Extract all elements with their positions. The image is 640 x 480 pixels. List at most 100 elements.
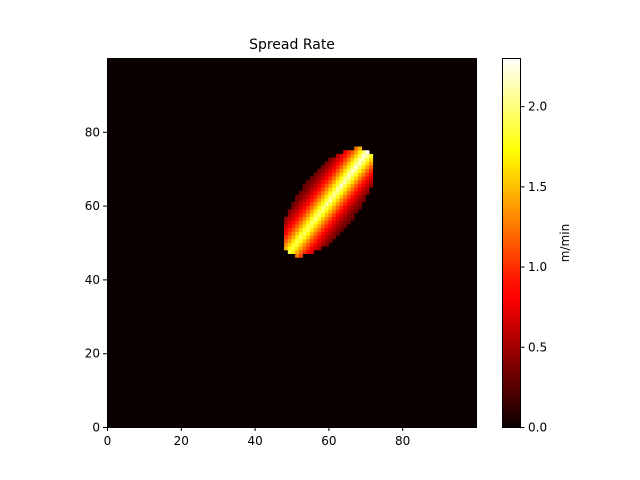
heatmap-cell: [328, 205, 333, 210]
heatmap-cell: [313, 183, 318, 188]
heatmap-cell: [328, 161, 333, 166]
heatmap-cell: [324, 172, 329, 177]
heatmap-cell: [291, 238, 296, 243]
heatmap-cell: [306, 201, 311, 206]
heatmap-cell: [361, 150, 366, 155]
heatmap-cell: [357, 205, 363, 210]
heatmap-cell: [350, 150, 355, 155]
heatmap-cell: [321, 235, 326, 240]
heatmap-cell: [321, 224, 326, 229]
heatmap-cell: [354, 190, 359, 195]
heatmap-cell: [306, 249, 311, 254]
heatmap-cell: [309, 235, 315, 240]
heatmap-cell: [309, 216, 315, 221]
heatmap-cell: [302, 242, 307, 247]
heatmap-cell: [321, 183, 326, 188]
heatmap-cell: [350, 157, 355, 162]
heatmap-cell: [298, 224, 303, 229]
heatmap-cell: [295, 227, 300, 232]
heatmap-cell: [309, 231, 315, 236]
heatmap-cell: [298, 194, 303, 199]
heatmap-cell: [295, 216, 300, 221]
heatmap-cell: [368, 165, 374, 170]
heatmap-cell: [339, 187, 344, 192]
heatmap-cell: [357, 183, 363, 188]
y-tick-label: 80: [85, 125, 100, 139]
heatmap-cell: [291, 205, 296, 210]
heatmap-cell: [350, 165, 355, 170]
heatmap-cell: [332, 157, 337, 162]
heatmap-cell: [324, 231, 329, 236]
heatmap-cell: [328, 224, 333, 229]
heatmap-cell: [361, 172, 366, 177]
heatmap-cell: [354, 187, 359, 192]
heatmap-cell: [298, 246, 303, 251]
heatmap-cell: [313, 187, 318, 192]
heatmap-cell: [328, 190, 333, 195]
heatmap-cell: [335, 172, 340, 177]
heatmap-cell: [298, 209, 303, 214]
heatmap-cell: [365, 157, 370, 162]
heatmap-cell: [346, 172, 351, 177]
heatmap-cell: [309, 176, 315, 181]
heatmap-cell: [343, 179, 348, 184]
heatmap-cell: [321, 216, 326, 221]
heatmap-cell: [339, 190, 344, 195]
heatmap-cell: [309, 190, 315, 195]
heatmap-cell: [335, 205, 340, 210]
x-tick-label: 80: [395, 434, 410, 448]
heatmap-cell: [321, 220, 326, 225]
heatmap-cell: [339, 201, 344, 206]
heatmap-cell: [321, 212, 326, 218]
heatmap-cell: [309, 187, 315, 192]
heatmap-cell: [365, 165, 370, 170]
heatmap-cell: [313, 216, 318, 221]
heatmap-cell: [321, 231, 326, 236]
heatmap-cell: [284, 227, 289, 232]
heatmap-cell: [317, 205, 322, 210]
heatmap-cell: [368, 157, 374, 162]
heatmap-cell: [321, 201, 326, 206]
heatmap-cell: [332, 198, 337, 203]
heatmap-cell: [306, 212, 311, 218]
heatmap-cell: [287, 220, 292, 225]
heatmap-cell: [339, 220, 344, 225]
heatmap-cell: [346, 194, 351, 199]
heatmap-cell: [309, 227, 315, 232]
heatmap-cell: [291, 220, 296, 225]
heatmap-cell: [332, 224, 337, 229]
heatmap-cell: [346, 153, 351, 159]
heatmap-cell: [335, 187, 340, 192]
heatmap-cell: [321, 179, 326, 184]
heatmap-cell: [357, 146, 363, 151]
heatmap-cell: [361, 161, 366, 166]
heatmap-cell: [332, 161, 337, 166]
heatmap-cell: [357, 198, 363, 203]
heatmap-cell: [365, 172, 370, 177]
heatmap-cell: [321, 187, 326, 192]
heatmap-cell: [346, 209, 351, 214]
heatmap-cell: [287, 249, 292, 254]
heatmap-cell: [346, 205, 351, 210]
heatmap-cell: [335, 212, 340, 218]
heatmap-cell: [335, 224, 340, 229]
heatmap-cell: [298, 253, 303, 258]
heatmap-cell: [339, 194, 344, 199]
heatmap-cell: [346, 157, 351, 162]
heatmap-cell: [302, 212, 307, 218]
heatmap-cell: [295, 253, 300, 258]
heatmap-cell: [302, 194, 307, 199]
heatmap-cell: [298, 198, 303, 203]
heatmap-cell: [291, 246, 296, 251]
heatmap-cell: [321, 172, 326, 177]
heatmap-cell: [361, 157, 366, 162]
heatmap-cell: [317, 224, 322, 229]
heatmap-cell: [324, 238, 329, 243]
heatmap-cell: [313, 238, 318, 243]
heatmap-cell: [365, 153, 370, 159]
heatmap-cell: [317, 168, 322, 173]
heatmap-cell: [298, 238, 303, 243]
heatmap-cell: [321, 194, 326, 199]
heatmap-cell: [357, 176, 363, 181]
heatmap-cell: [284, 242, 289, 247]
